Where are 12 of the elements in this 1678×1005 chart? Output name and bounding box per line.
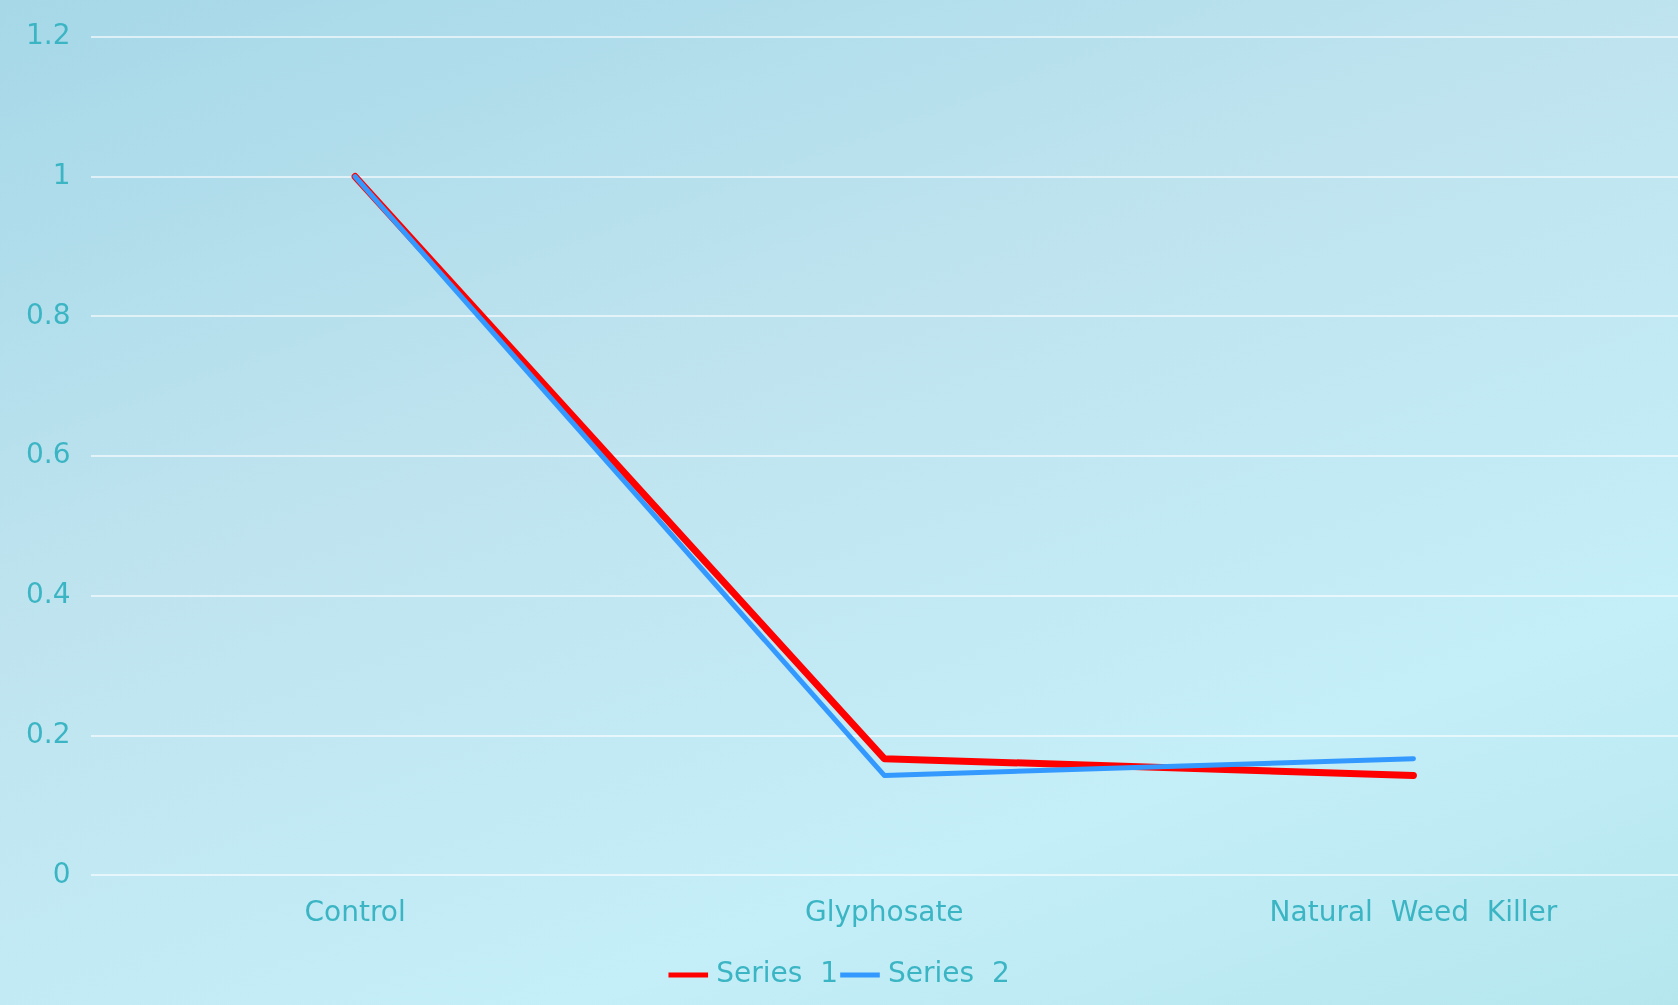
x-tick-label: Control: [304, 895, 406, 929]
y-tick-label: 0.4: [26, 577, 71, 611]
y-tick-label: 1: [52, 157, 71, 191]
y-tick-label: 0: [52, 856, 71, 890]
legend-label: Series 2: [888, 956, 1010, 990]
y-tick-label: 1.2: [26, 18, 71, 52]
y-tick-label: 0.2: [26, 716, 71, 750]
legend-label: Series 1: [716, 956, 839, 990]
x-tick-label: Glyphosate: [804, 895, 964, 929]
y-tick-label: 0.8: [26, 297, 71, 331]
x-tick-label: Natural Weed Killer: [1269, 895, 1558, 929]
y-tick-label: 0.6: [26, 437, 71, 471]
